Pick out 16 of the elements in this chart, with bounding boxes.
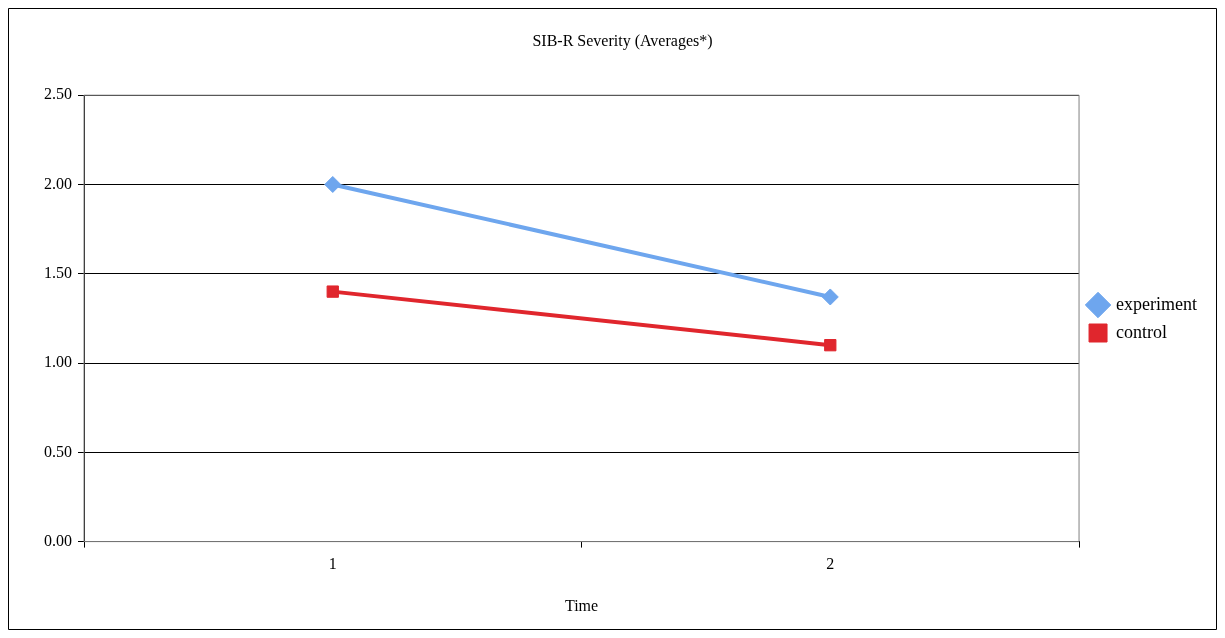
chart-title: SIB-R Severity (Averages*) (532, 31, 713, 50)
y-tick-label: 2.00 (44, 174, 72, 192)
x-axis-title: Time (564, 596, 599, 614)
point (824, 339, 837, 352)
y-tick-label: 2.50 (44, 85, 72, 103)
point (326, 285, 339, 298)
y-tick-label: 0.00 (44, 531, 72, 549)
y-tick-label: 1.00 (44, 353, 72, 371)
y-tick-label: 0.50 (44, 442, 72, 460)
point (324, 175, 342, 193)
y-tick-label: 1.50 (44, 263, 72, 281)
x-tick-label: 1 (328, 555, 337, 573)
legend-label: experiment (1116, 293, 1197, 314)
legend-label: control (1116, 321, 1168, 342)
x-tick-label: 2 (826, 555, 835, 573)
point (821, 288, 839, 306)
